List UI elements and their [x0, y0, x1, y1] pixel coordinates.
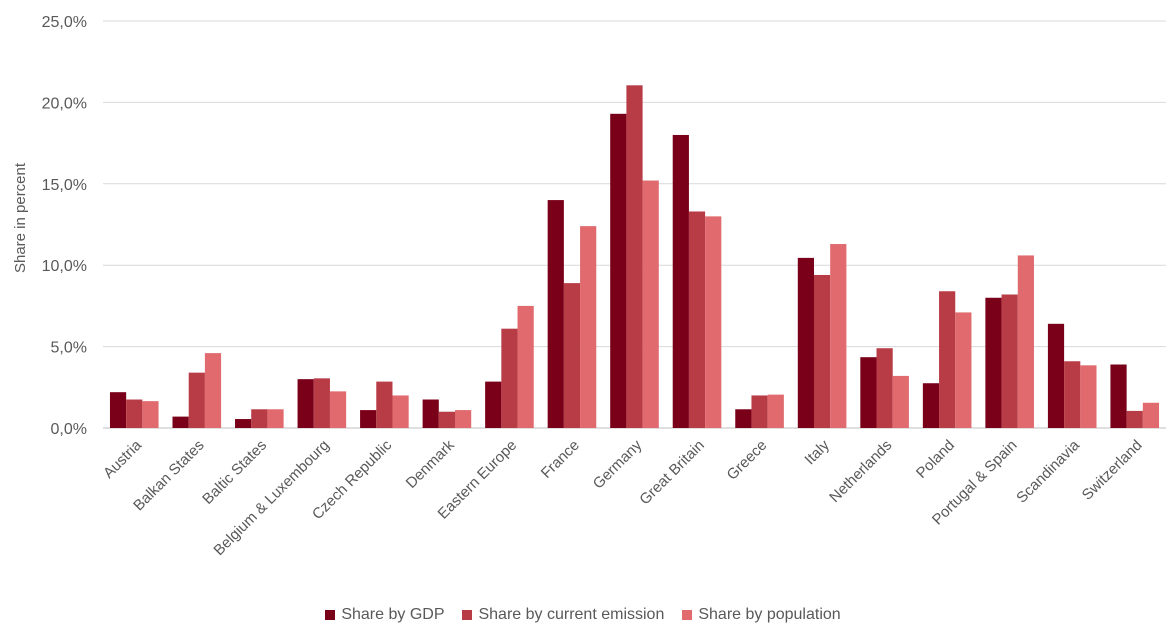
- x-category-label: Greece: [724, 437, 771, 484]
- legend-label: Share by population: [698, 606, 841, 623]
- bar: [313, 378, 330, 428]
- bar: [455, 410, 472, 428]
- bar: [485, 381, 502, 428]
- bar-chart: 0,0% 5,0% 10,0% 15,0% 20,0% 25,0% AustriaBalk…: [12, 14, 1166, 559]
- bar: [547, 200, 564, 428]
- bar: [642, 180, 659, 428]
- y-tick-label: 5,0%: [51, 340, 87, 357]
- bar: [517, 305, 534, 428]
- bar: [860, 357, 877, 428]
- bar: [610, 113, 627, 429]
- legend: Share by GDP Share by current emission Sha…: [0, 606, 1166, 624]
- y-axis-label: Share in percent: [12, 162, 29, 273]
- bar: [876, 348, 893, 428]
- bar: [1001, 294, 1018, 428]
- y-tick-label: 15,0%: [42, 177, 87, 194]
- bar: [563, 283, 581, 428]
- bar: [109, 392, 127, 428]
- legend-label: Share by current emission: [478, 606, 665, 623]
- bar: [1080, 365, 1097, 428]
- bar: [376, 381, 393, 428]
- bar: [939, 291, 956, 428]
- y-tick-label: 0,0%: [51, 421, 87, 438]
- bar: [422, 399, 439, 428]
- x-category-label: France: [538, 437, 583, 482]
- bar: [501, 328, 518, 428]
- bar: [1110, 364, 1127, 428]
- y-tick-label: 25,0%: [42, 14, 87, 31]
- bar: [235, 419, 252, 428]
- legend-item: Share by GDP: [325, 606, 444, 624]
- bar: [626, 85, 643, 428]
- bar: [892, 375, 909, 428]
- bar: [922, 383, 940, 428]
- legend-swatch: [462, 610, 473, 620]
- bar: [830, 244, 847, 428]
- bar: [688, 211, 706, 428]
- bar: [1142, 402, 1160, 428]
- bar: [438, 411, 456, 428]
- bar: [1047, 323, 1065, 428]
- x-category-label: Great Britain: [636, 437, 708, 509]
- bar: [1064, 361, 1081, 428]
- bar: [672, 134, 689, 428]
- x-category-label: Denmark: [403, 436, 458, 491]
- legend-item: Share by current emission: [462, 606, 664, 624]
- bar: [297, 379, 314, 428]
- bar: [172, 416, 189, 428]
- bar: [580, 226, 597, 428]
- bar: [751, 395, 768, 428]
- x-category-label: Scandinavia: [1013, 436, 1083, 506]
- bar: [985, 297, 1002, 428]
- y-axis-ticks: 0,0% 5,0% 10,0% 15,0% 20,0% 25,0%: [42, 14, 87, 438]
- y-tick-label: 20,0%: [42, 95, 87, 112]
- bar: [705, 216, 722, 428]
- x-category-label: Belgium & Luxembourg: [210, 437, 332, 559]
- bar: [142, 401, 159, 428]
- bar: [813, 274, 831, 428]
- bar: [251, 409, 268, 428]
- bar: [267, 409, 284, 428]
- bars: [109, 85, 1160, 429]
- bar: [392, 395, 409, 428]
- bar: [767, 394, 784, 428]
- x-category-label: Austria: [100, 436, 145, 481]
- bar: [204, 353, 222, 428]
- legend-swatch: [682, 610, 693, 620]
- x-category-label: Switzerland: [1079, 437, 1146, 504]
- legend-label: Share by GDP: [341, 606, 445, 623]
- bar: [360, 410, 377, 428]
- y-tick-label: 10,0%: [42, 258, 87, 275]
- bar: [1126, 410, 1143, 428]
- legend-swatch: [325, 610, 336, 620]
- x-category-label: Italy: [801, 436, 833, 468]
- bar: [126, 399, 143, 428]
- bar: [1017, 255, 1034, 428]
- bar: [797, 257, 814, 428]
- bar: [735, 409, 752, 428]
- x-category-label: Germany: [590, 436, 646, 492]
- x-category-label: Poland: [913, 437, 958, 482]
- bar: [188, 372, 205, 428]
- x-category-label: Netherlands: [826, 437, 895, 506]
- bar: [329, 391, 347, 428]
- legend-item: Share by population: [682, 606, 841, 624]
- bar: [955, 312, 972, 428]
